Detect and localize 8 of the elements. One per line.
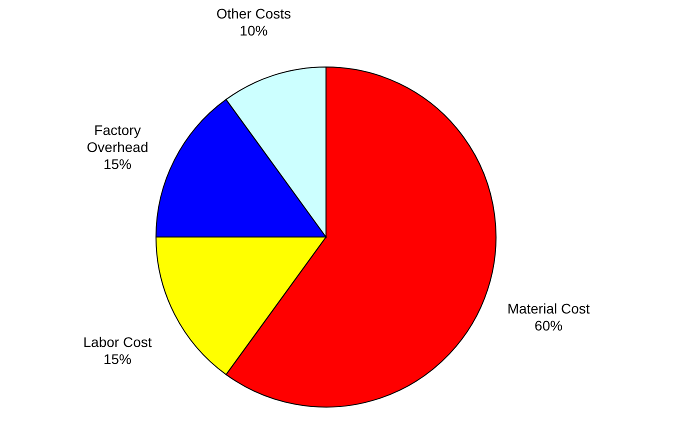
- data-label: 15%: [103, 156, 132, 172]
- slice-label: Material Cost: [507, 300, 590, 316]
- slice-label: Labor Cost: [83, 334, 152, 350]
- data-label: 10%: [240, 22, 268, 38]
- slice-label: Other Costs: [216, 5, 292, 22]
- data-label: 60%: [534, 317, 563, 334]
- slice-label: Factory Overhead: [86, 122, 148, 155]
- data-label: 15%: [103, 351, 132, 368]
